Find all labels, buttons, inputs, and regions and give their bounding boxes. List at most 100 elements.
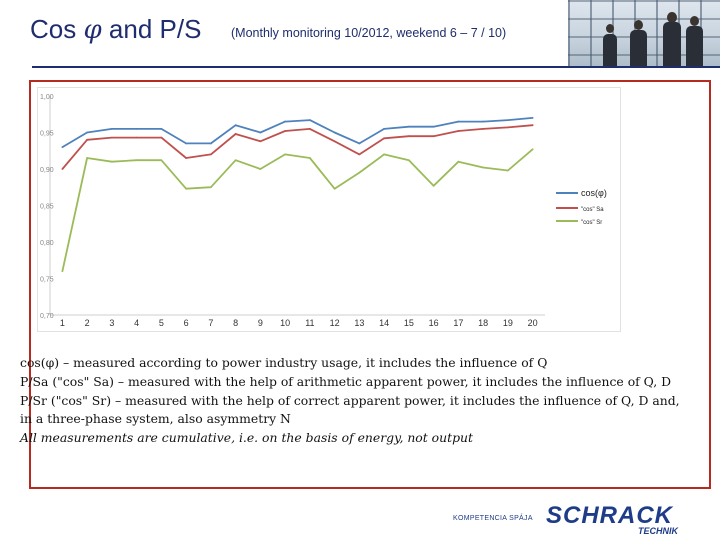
data-point <box>383 137 386 140</box>
data-point <box>407 159 410 162</box>
x-tick-label: 15 <box>404 318 414 328</box>
description-line: P/Sa ("cos" Sa) – measured with the help… <box>20 373 672 389</box>
series-line <box>61 148 534 272</box>
x-tick-label: 16 <box>429 318 439 328</box>
x-tick-label: 12 <box>330 318 340 328</box>
data-point <box>234 124 237 127</box>
data-point <box>209 186 212 189</box>
data-point <box>259 140 262 143</box>
data-point <box>86 138 89 141</box>
y-tick-label: 0,85 <box>40 204 54 211</box>
slide-title: Cos φ and P/S <box>30 14 202 45</box>
description-line: P/Sr ("cos" Sr) – measured with the help… <box>20 392 680 408</box>
data-point <box>432 125 435 128</box>
x-tick-label: 7 <box>208 318 213 328</box>
data-point <box>333 131 336 134</box>
data-point <box>110 127 113 130</box>
description-line: cos(φ) – measured according to power ind… <box>20 355 548 370</box>
data-point <box>432 184 435 187</box>
data-point <box>457 130 460 132</box>
legend-label: "cos" Sr <box>581 220 602 226</box>
slide-subtitle: (Monthly monitoring 10/2012, weekend 6 –… <box>231 26 507 40</box>
series-line <box>61 117 533 148</box>
data-point <box>531 148 534 151</box>
legend-label: "cos" Sa <box>581 207 604 213</box>
data-point <box>284 153 287 156</box>
y-tick-label: 0,70 <box>40 313 54 320</box>
y-tick-label: 0,90 <box>40 167 54 174</box>
data-point <box>308 119 311 121</box>
x-tick-label: 9 <box>258 318 263 328</box>
data-point <box>407 135 410 138</box>
data-point <box>61 146 64 148</box>
y-tick-label: 1,00 <box>40 94 54 101</box>
content-frame <box>29 80 711 489</box>
description-line: All measurements are cumulative, i.e. on… <box>20 430 473 446</box>
data-point <box>135 136 138 139</box>
data-point <box>234 159 237 162</box>
data-point <box>531 117 534 119</box>
x-tick-label: 8 <box>233 318 238 328</box>
data-point <box>457 160 460 163</box>
description-line: in a three-phase system, also asymmetry … <box>20 411 291 427</box>
chart-area: 0,70 0,75 0,80 0,85 0,90 0,95 1,00 1 2 3 4 5 6 7 8 9 10 1… <box>37 87 621 332</box>
data-point <box>383 127 386 130</box>
series-line <box>61 124 533 170</box>
line-chart: 0,700,750,800,850,900,951,001 2 3 4 5 6 7 8 9 10 1… <box>40 94 607 328</box>
data-point <box>160 127 163 130</box>
data-point <box>482 166 485 169</box>
logo-tagline: KOMPETENCIA SPÁJA <box>453 515 533 522</box>
data-point <box>531 124 534 127</box>
data-point <box>358 171 361 174</box>
x-tick-label: 20 <box>528 318 538 328</box>
header-divider <box>32 66 720 68</box>
x-tick-label: 19 <box>503 318 513 328</box>
data-point <box>358 142 361 145</box>
x-tick-label: 4 <box>134 318 139 328</box>
x-tick-label: 11 <box>305 318 314 328</box>
data-point <box>259 168 262 170</box>
data-point <box>333 140 336 143</box>
data-point <box>506 126 509 129</box>
data-point <box>160 159 163 162</box>
data-point <box>482 120 485 123</box>
x-tick-label: 10 <box>280 318 290 328</box>
data-point <box>259 131 262 134</box>
data-point <box>506 119 509 121</box>
data-point <box>135 127 138 130</box>
data-point <box>284 120 287 123</box>
data-point <box>358 153 361 156</box>
data-point <box>86 131 89 134</box>
data-point <box>110 136 113 139</box>
data-point <box>457 120 460 123</box>
data-point <box>110 160 113 163</box>
business-people-photo <box>568 0 720 66</box>
data-point <box>333 187 336 190</box>
x-tick-label: 13 <box>354 318 364 328</box>
y-tick-label: 0,95 <box>40 131 54 138</box>
data-point <box>209 142 212 145</box>
x-tick-label: 1 <box>60 318 65 328</box>
x-tick-label: 5 <box>159 318 164 328</box>
y-tick-label: 0,75 <box>40 277 54 284</box>
data-point <box>61 270 64 273</box>
legend-label: cos(φ) <box>581 188 607 198</box>
data-point <box>209 153 212 156</box>
data-point <box>482 127 485 130</box>
data-point <box>284 130 287 132</box>
x-tick-label: 6 <box>184 318 189 328</box>
data-point <box>308 127 311 130</box>
data-point <box>432 135 435 138</box>
data-point <box>407 125 410 128</box>
x-tick-label: 18 <box>478 318 488 328</box>
schrack-logo-sub: TECHNIK <box>638 526 678 536</box>
schrack-logo: SCHRACK <box>546 502 673 529</box>
data-point <box>185 157 188 159</box>
data-point <box>308 157 311 159</box>
data-point <box>160 136 163 139</box>
x-tick-label: 17 <box>453 318 463 328</box>
data-point <box>234 133 237 135</box>
data-point <box>61 168 64 170</box>
data-point <box>135 159 138 162</box>
description-block: cos(φ) – measured according to power ind… <box>20 354 710 448</box>
